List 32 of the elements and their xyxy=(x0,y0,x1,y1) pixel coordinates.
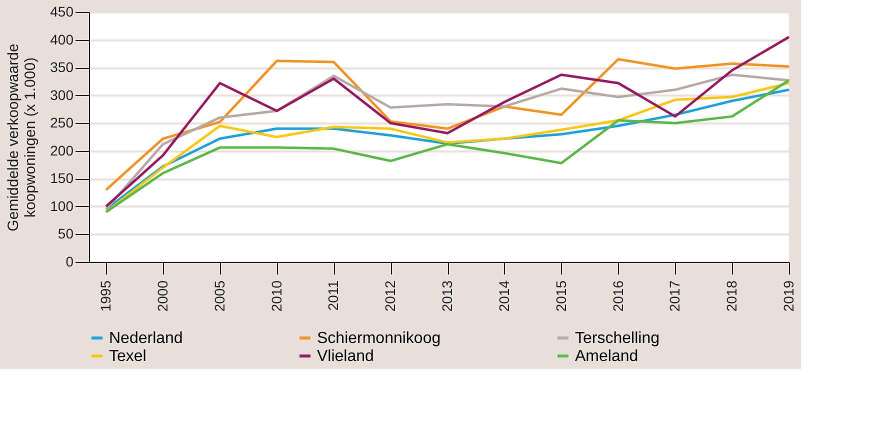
x-tick-label: 2016 xyxy=(610,280,626,312)
y-tick-label: 350 xyxy=(50,59,74,76)
line-series xyxy=(104,36,790,208)
y-tick-label: 50 xyxy=(58,226,74,242)
x-tick-label: 2015 xyxy=(552,280,569,312)
y-tick-label: 400 xyxy=(50,31,74,48)
x-tick-label: 2012 xyxy=(382,280,398,312)
legend-label: Ameland xyxy=(575,348,638,365)
y-tick-label: 300 xyxy=(50,86,74,103)
x-tick-label: 2005 xyxy=(211,280,228,312)
x-tick-label: 2013 xyxy=(439,280,456,312)
legend-label: Vlieland xyxy=(317,348,374,365)
x-tick-label: 2010 xyxy=(268,280,284,312)
x-tick-label: 2000 xyxy=(154,280,170,312)
y-tick-label: 200 xyxy=(50,142,74,158)
x-tick-label: 2017 xyxy=(666,280,683,312)
x-tick-label: 2014 xyxy=(496,280,512,312)
y-tick-label: 250 xyxy=(50,114,74,131)
legend-label: Texel xyxy=(109,348,146,365)
legend-label: Terschelling xyxy=(575,330,660,347)
y-axis-title: Gemiddelde verkoopwaarde koopwoningen (x 1.000) xyxy=(5,44,40,232)
line-series xyxy=(104,58,790,192)
legend-label: Nederland xyxy=(109,330,183,347)
x-tick-label: 2019 xyxy=(780,280,796,312)
x-tick-label: 1995 xyxy=(98,280,114,312)
y-tick-label: 0 xyxy=(66,254,74,270)
y-tick-label: 450 xyxy=(50,4,74,20)
y-tick-label: 100 xyxy=(50,198,74,214)
legend-label: Schiermonnikoog xyxy=(317,330,441,347)
y-tick-label: 150 xyxy=(50,170,74,186)
x-tick-label: 2018 xyxy=(724,280,740,312)
x-tick-label: 2011 xyxy=(325,280,342,311)
